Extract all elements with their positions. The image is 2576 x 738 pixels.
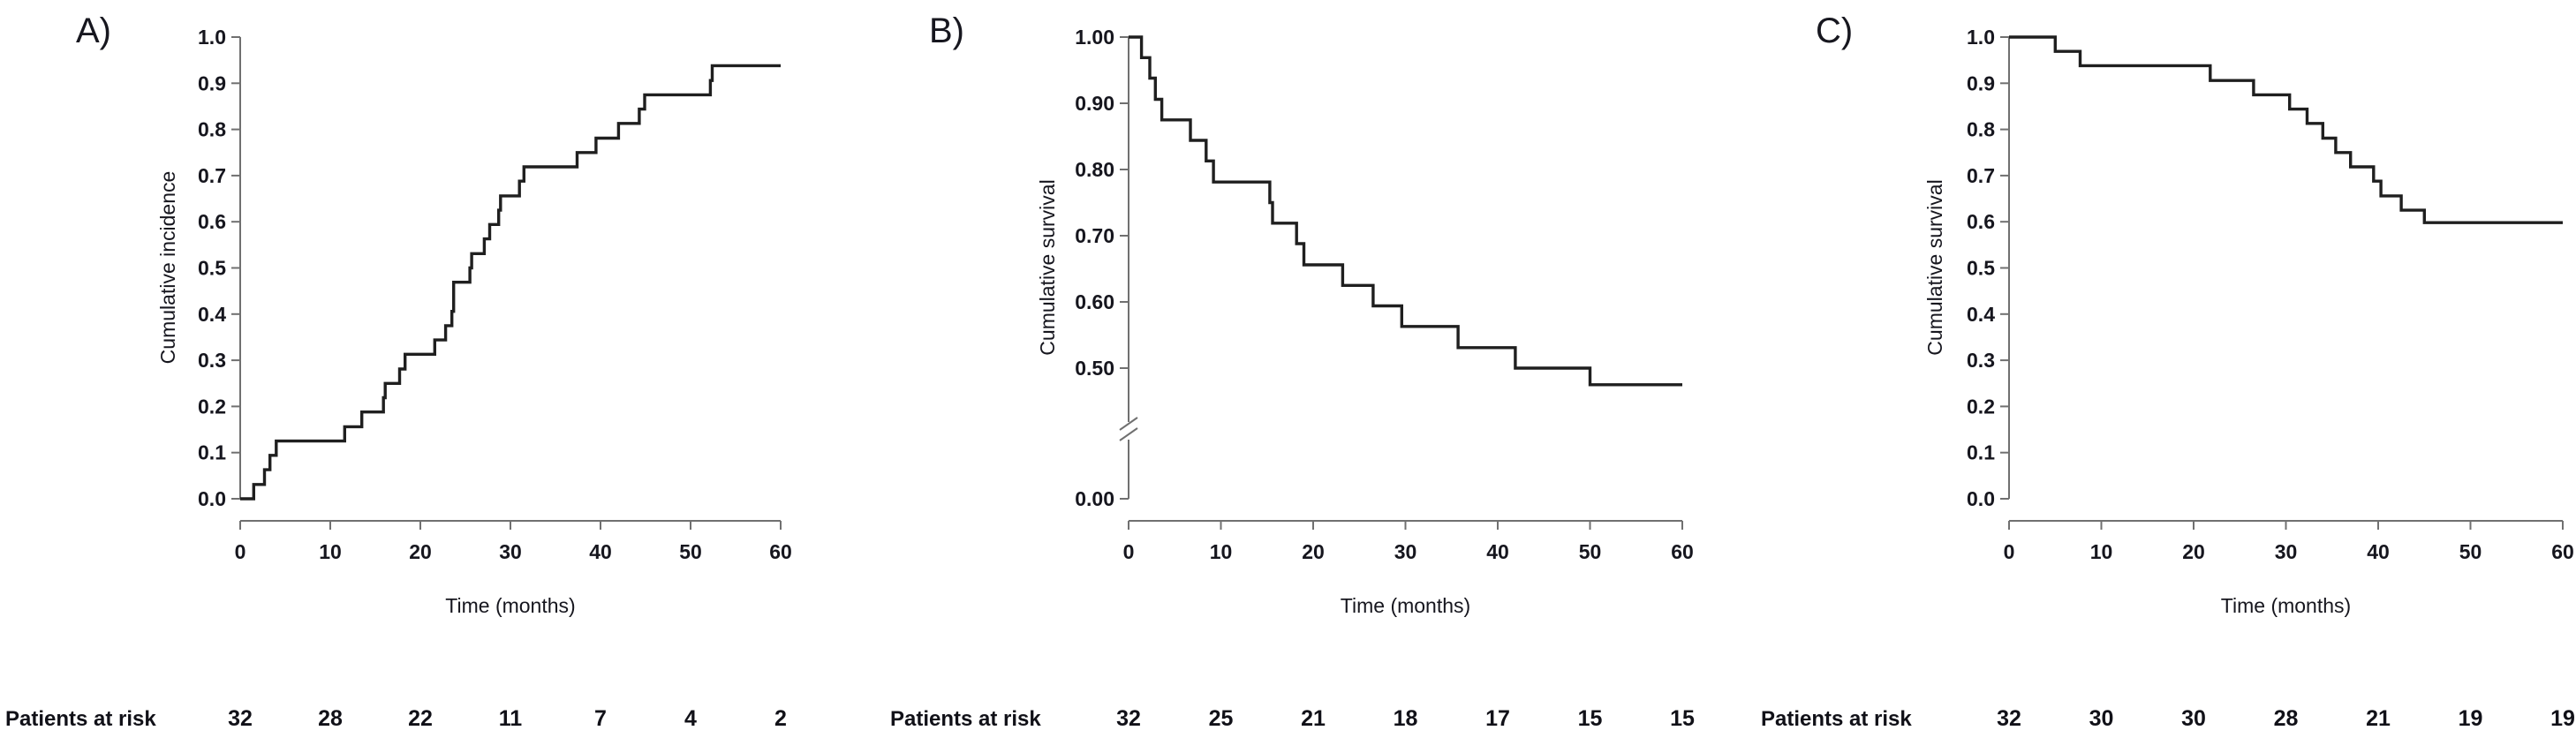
y-tick-label: 1.0	[198, 26, 226, 49]
y-tick-label: 0.80	[1075, 158, 1114, 181]
at-risk-count: 15	[1578, 706, 1603, 731]
at-risk-count: 32	[1997, 706, 2021, 731]
y-tick-label: 0.9	[1967, 72, 1995, 94]
survival-curve	[1129, 35, 1682, 387]
at-risk-count: 21	[1301, 706, 1326, 731]
at-risk-count: 32	[228, 706, 253, 731]
x-tick-label: 40	[2367, 540, 2390, 563]
panel-c-chart: C) 1.0 0.9 0.8 0.7 0.6 0.5 0.4 0.3 0.2 0.1 0.0 Cumul…	[1761, 11, 2575, 731]
y-tick-label: 0.90	[1075, 92, 1114, 115]
y-tick-label: 0.4	[1967, 303, 1995, 326]
y-tick-label: 1.00	[1075, 26, 1114, 49]
panel-label: B)	[929, 11, 964, 50]
x-axis-title: Time (months)	[2221, 594, 2351, 617]
x-tick-label: 30	[2275, 540, 2298, 563]
y-tick-label: 1.0	[1967, 26, 1995, 49]
x-tick-label: 60	[769, 540, 792, 563]
at-risk-count: 30	[2089, 706, 2114, 731]
at-risk-count: 7	[594, 706, 607, 731]
x-tick-label: 60	[1671, 540, 1694, 563]
panel-label: A)	[76, 11, 111, 50]
y-tick-label: 0.2	[198, 395, 226, 418]
x-tick-label: 10	[1210, 540, 1233, 563]
at-risk-count: 19	[2459, 706, 2483, 731]
x-axis-title: Time (months)	[1341, 594, 1470, 617]
axis-break-icon	[1119, 417, 1138, 431]
y-tick-label: 0.5	[198, 257, 226, 280]
y-tick-label: 0.3	[1967, 349, 1995, 372]
y-tick-label: 0.4	[198, 303, 226, 326]
y-axis-title: Cumulative survival	[1923, 179, 1946, 355]
patients-at-risk-label: Patients at risk	[5, 707, 156, 731]
at-risk-count: 32	[1116, 706, 1141, 731]
x-axis-title: Time (months)	[445, 594, 575, 617]
panel-a: A) 1.0 0.9 0.8 0.7 0.6 0.5 0.4 0.3 0.2 0.1 0.0 Cumul…	[0, 0, 858, 738]
panel-label: C)	[1816, 11, 1853, 50]
at-risk-count: 17	[1485, 706, 1510, 731]
at-risk-count: 2	[774, 706, 787, 731]
y-tick-label: 0.8	[1967, 118, 1995, 141]
x-tick-label: 20	[409, 540, 432, 563]
y-tick-label: 0.1	[1967, 441, 1995, 464]
survival-curve	[240, 64, 781, 501]
y-tick-label: 0.7	[1967, 164, 1995, 187]
panel-b: B) 1.00 0.90 0.80 0.70 0.60 0.50 0.00 Cumulative…	[858, 0, 1717, 738]
y-tick-label: 0.0	[198, 487, 226, 510]
y-tick-label: 0.00	[1075, 487, 1114, 510]
y-tick-label: 0.50	[1075, 357, 1114, 380]
y-tick-label: 0.1	[198, 441, 226, 464]
x-tick-label: 40	[589, 540, 612, 563]
y-tick-label: 0.9	[198, 72, 226, 94]
x-tick-label: 0	[2004, 540, 2015, 563]
x-tick-label: 50	[1579, 540, 1602, 563]
at-risk-count: 22	[408, 706, 433, 731]
x-tick-label: 10	[319, 540, 342, 563]
at-risk-count: 18	[1394, 706, 1418, 731]
y-tick-label: 0.6	[1967, 210, 1995, 233]
panel-c: C) 1.0 0.9 0.8 0.7 0.6 0.5 0.4 0.3 0.2 0.1 0.0 Cumul…	[1717, 0, 2576, 738]
at-risk-count: 21	[2366, 706, 2391, 731]
survival-curve	[2009, 35, 2563, 224]
x-tick-label: 20	[2182, 540, 2205, 563]
x-tick-label: 0	[1123, 540, 1135, 563]
at-risk-count: 25	[1209, 706, 1234, 731]
y-tick-label: 0.6	[198, 210, 226, 233]
x-tick-label: 30	[1394, 540, 1417, 563]
x-tick-label: 30	[499, 540, 522, 563]
y-tick-label: 0.0	[1967, 487, 1995, 510]
at-risk-count: 30	[2181, 706, 2206, 731]
x-tick-label: 10	[2090, 540, 2113, 563]
panel-b-chart: B) 1.00 0.90 0.80 0.70 0.60 0.50 0.00 Cumulative…	[890, 11, 1695, 731]
at-risk-count: 11	[499, 706, 523, 731]
y-tick-label: 0.60	[1075, 290, 1114, 313]
x-tick-label: 50	[2459, 540, 2482, 563]
x-tick-label: 0	[235, 540, 246, 563]
axis-break-icon	[1119, 427, 1138, 441]
at-risk-count: 15	[1670, 706, 1695, 731]
x-tick-label: 60	[2551, 540, 2574, 563]
at-risk-count: 28	[318, 706, 343, 731]
patients-at-risk-label: Patients at risk	[1761, 707, 1912, 731]
at-risk-count: 4	[684, 706, 697, 731]
patients-at-risk-label: Patients at risk	[890, 707, 1041, 731]
x-tick-label: 40	[1486, 540, 1509, 563]
y-tick-label: 0.8	[198, 118, 226, 141]
y-axis-title: Cumulative incidence	[156, 171, 179, 365]
panel-a-chart: A) 1.0 0.9 0.8 0.7 0.6 0.5 0.4 0.3 0.2 0.1 0.0 Cumul…	[5, 11, 792, 731]
y-tick-label: 0.5	[1967, 257, 1995, 280]
x-tick-label: 50	[679, 540, 702, 563]
y-tick-label: 0.3	[198, 349, 226, 372]
at-risk-count: 28	[2274, 706, 2299, 731]
x-tick-label: 20	[1302, 540, 1325, 563]
y-tick-label: 0.2	[1967, 395, 1995, 418]
y-tick-label: 0.70	[1075, 224, 1114, 247]
y-axis-title: Cumulative survival	[1036, 179, 1059, 355]
at-risk-count: 19	[2550, 706, 2575, 731]
y-tick-label: 0.7	[198, 164, 226, 187]
